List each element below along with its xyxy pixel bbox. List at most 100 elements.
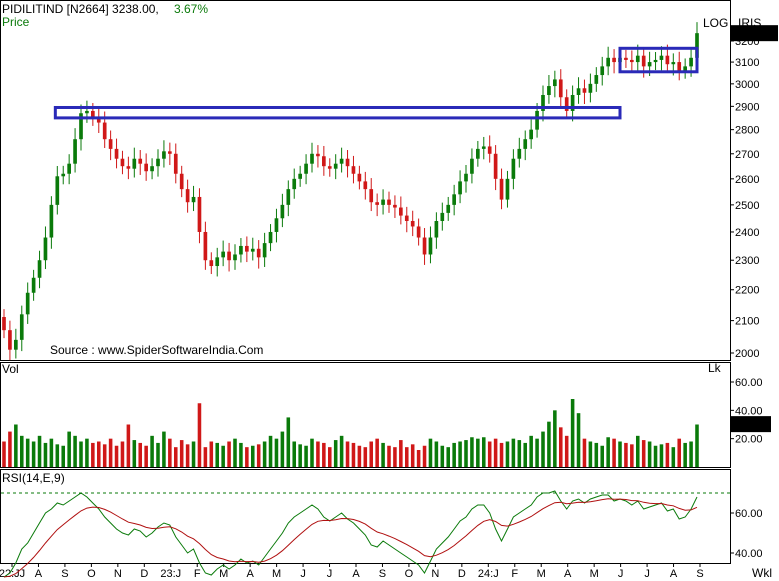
candle-body xyxy=(203,231,208,261)
candle-body xyxy=(381,199,385,205)
candle-body xyxy=(446,204,451,213)
volume-bar xyxy=(677,438,682,467)
candle-body xyxy=(256,248,261,258)
candle-body xyxy=(120,158,125,167)
candle-body xyxy=(221,251,225,258)
volume-bar xyxy=(600,445,605,467)
candle-body xyxy=(156,158,160,167)
candle-body xyxy=(19,314,24,340)
candle-body xyxy=(339,158,344,164)
volume-bar xyxy=(493,438,498,467)
volume-bar xyxy=(233,438,237,467)
candle-body xyxy=(665,55,670,65)
x-tick-label: 23:J xyxy=(160,568,181,580)
price-label: Price xyxy=(2,15,30,29)
candle-body xyxy=(233,254,237,261)
volume-bar xyxy=(132,440,137,467)
candle-body xyxy=(150,166,154,172)
volume-label: Vol xyxy=(2,362,19,376)
candle-body xyxy=(280,204,285,219)
volume-bar xyxy=(558,427,563,467)
volume-bar xyxy=(173,447,178,467)
log-label: LOG xyxy=(703,16,728,30)
candle-body xyxy=(43,237,48,261)
x-tick-label: N xyxy=(431,568,439,580)
x-tick-label: M xyxy=(590,568,599,580)
candle-body xyxy=(333,163,338,169)
candle-body xyxy=(162,151,166,159)
volume-bar xyxy=(476,438,480,467)
rsi-tick-label: 60.00 xyxy=(735,508,763,520)
candle-body xyxy=(547,86,551,95)
candle-body xyxy=(73,139,77,164)
candle-body xyxy=(114,148,119,159)
candle-body xyxy=(440,212,445,221)
x-tick-label: D xyxy=(140,568,148,580)
candle-body xyxy=(558,79,563,98)
volume-bar xyxy=(2,441,6,467)
change-percent: 3.67% xyxy=(174,2,208,16)
x-tick-label: S xyxy=(61,568,68,580)
candle-body xyxy=(570,94,575,111)
volume-bar xyxy=(268,435,273,467)
candle-body xyxy=(61,173,66,177)
price-tick-label: 3000 xyxy=(735,79,759,91)
volume-bar xyxy=(292,441,297,467)
x-tick-label: A xyxy=(670,568,678,580)
volume-bar xyxy=(227,441,231,467)
rsi-panel-frame xyxy=(0,469,731,564)
volume-bar xyxy=(618,441,622,467)
volume-bar xyxy=(606,437,610,467)
volume-panel-frame xyxy=(0,362,731,468)
candle-body xyxy=(505,178,510,200)
x-tick-label: M xyxy=(537,568,546,580)
volume-bar xyxy=(339,435,344,467)
candle-body xyxy=(428,237,433,255)
volume-bar xyxy=(588,441,593,467)
price-tick-label: 2900 xyxy=(735,101,759,113)
volume-bar xyxy=(221,445,225,467)
candle-body xyxy=(404,215,409,221)
candle-body xyxy=(683,66,687,71)
volume-bar xyxy=(55,444,60,467)
resistance-box xyxy=(53,105,622,120)
candle-body xyxy=(399,207,403,216)
volume-bar xyxy=(511,438,516,467)
x-tick-label: M xyxy=(272,568,281,580)
volume-bar xyxy=(316,441,320,467)
volume-bar xyxy=(126,424,131,467)
volume-bar xyxy=(399,440,403,467)
candle-body xyxy=(85,110,89,114)
candle-body xyxy=(55,176,60,205)
candle-body xyxy=(268,231,273,244)
candle-body xyxy=(179,173,184,190)
volume-bar xyxy=(345,441,350,467)
volume-bar xyxy=(245,447,249,467)
candle-body xyxy=(197,196,202,232)
volume-bar xyxy=(683,442,687,467)
x-tick-label: A xyxy=(246,568,254,580)
volume-bar xyxy=(49,438,54,467)
volume-bar xyxy=(458,441,462,467)
volume-bar xyxy=(256,444,261,467)
candle-body xyxy=(250,248,255,252)
price-tick-label: 2700 xyxy=(735,149,759,161)
rsi-tick-label: 40.00 xyxy=(735,548,763,560)
volume-tick-label: 60.00 xyxy=(735,377,763,389)
candle-body xyxy=(191,196,196,203)
x-tick-label: S xyxy=(696,568,703,580)
volume-bar xyxy=(209,441,214,467)
candle-body xyxy=(79,113,83,140)
candle-body xyxy=(132,158,137,169)
candle-body xyxy=(517,148,522,159)
volume-bar xyxy=(286,417,291,467)
price-tick-label: 2100 xyxy=(735,316,759,328)
price-tick-label: 2400 xyxy=(735,227,759,239)
volume-bar xyxy=(393,447,397,467)
rsi-signal-line xyxy=(3,498,698,578)
volume-bar xyxy=(79,441,83,467)
candle-body xyxy=(659,55,664,60)
volume-bar xyxy=(31,441,36,467)
price-tick-label: 2300 xyxy=(735,255,759,267)
volume-bar xyxy=(529,435,533,467)
